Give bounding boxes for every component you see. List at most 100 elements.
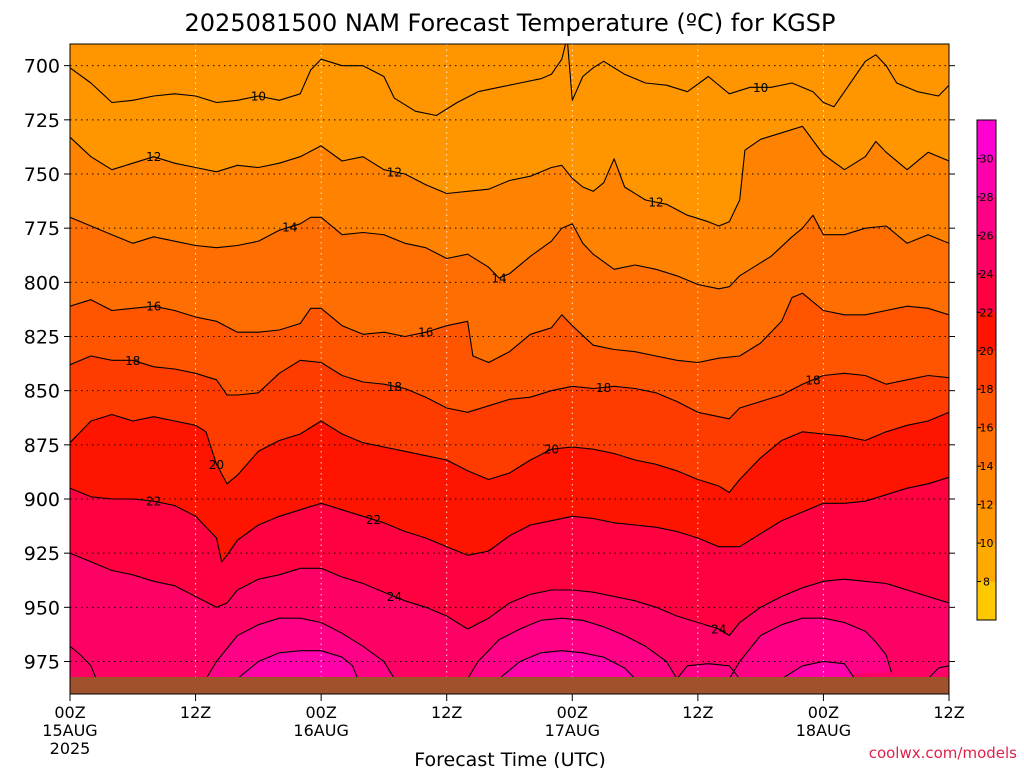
colorbar-swatch-24	[977, 235, 996, 275]
colorbar-swatch-20	[977, 312, 996, 352]
contour-label-24: 24	[387, 590, 402, 604]
y-tick-label-925: 925	[24, 543, 60, 565]
contour-label-12: 12	[387, 165, 402, 179]
contour-line-24	[70, 645, 97, 680]
contour-line-26	[728, 617, 892, 680]
contour-label-18: 18	[805, 373, 820, 387]
colorbar-frame	[976, 119, 997, 621]
contour-label-14: 14	[491, 272, 506, 286]
credit-text: coolwx.com/models	[869, 744, 1017, 762]
contour-label-22: 22	[366, 513, 381, 527]
colorbar-label-18: 18	[980, 383, 994, 396]
contour-line-12	[70, 125, 949, 227]
colorbar-swatch-6	[977, 581, 996, 621]
x-tick-label-0: 00Z	[54, 703, 85, 722]
colorbar-legend: 8 10 12 14 16 18 20 22 24 26 28 30	[976, 119, 997, 621]
contour-label-18: 18	[387, 380, 402, 394]
colorbar-swatch-30	[977, 120, 996, 159]
contour-line-18	[70, 355, 949, 420]
colorbar-label-26: 26	[980, 229, 994, 242]
plot-frame	[69, 43, 950, 695]
contour-label-12: 12	[146, 150, 161, 164]
contour-line-26	[467, 617, 678, 680]
colorbar-label-8: 8	[983, 576, 990, 589]
contour-line-26	[205, 617, 395, 680]
contour-label-24: 24	[711, 623, 726, 637]
x-tick-label-24: 00Z	[305, 703, 336, 722]
x-tick-label-84: 12Z	[933, 703, 964, 722]
contour-layer	[70, 44, 949, 680]
colorbar-label-24: 24	[980, 268, 994, 281]
band-fill-24	[70, 646, 97, 679]
contour-label-22: 22	[146, 495, 161, 509]
x-tick-year-0: 2025	[50, 739, 91, 758]
colorbar-label-12: 12	[980, 499, 994, 512]
colorbar-label-10: 10	[980, 537, 994, 550]
contour-line-28	[781, 660, 856, 680]
y-tick-label-950: 950	[24, 597, 60, 619]
band-fill-26	[676, 663, 740, 679]
contour-line-14	[70, 214, 949, 290]
contour-label-12: 12	[648, 196, 663, 210]
y-tick-label-800: 800	[24, 272, 60, 294]
y-tick-label-875: 875	[24, 435, 60, 457]
band-fill-28	[781, 661, 855, 679]
contour-line-24	[70, 552, 949, 637]
y-tick-label-700: 700	[24, 56, 60, 78]
colorbar-label-30: 30	[980, 152, 994, 165]
y-tick-label-900: 900	[24, 489, 60, 511]
y-tick-label-975: 975	[24, 652, 60, 674]
band-fill-26	[928, 665, 949, 679]
x-tick-label-36: 12Z	[431, 703, 462, 722]
x-tick-label-12: 12Z	[180, 703, 211, 722]
band-fill-28	[499, 650, 636, 679]
contour-label-20: 20	[544, 443, 559, 457]
contour-line-20	[70, 411, 949, 494]
colorbar-label-28: 28	[980, 191, 994, 204]
contour-line-28	[237, 650, 359, 680]
contour-line-26	[927, 665, 949, 680]
x-tick-date-0: 15AUG	[42, 721, 97, 740]
x-axis-label: Forecast Time (UTC)	[414, 749, 605, 768]
colorbar-label-16: 16	[980, 422, 994, 435]
contour-label-16: 16	[146, 300, 161, 314]
colorbar-swatch-18	[977, 350, 996, 390]
colorbar-label-14: 14	[980, 460, 994, 473]
band-fill-26	[729, 618, 892, 679]
colorbar-swatch-16	[977, 389, 996, 428]
y-tick-label-850: 850	[24, 381, 60, 403]
x-tick-label-72: 00Z	[808, 703, 839, 722]
contour-label-14: 14	[282, 221, 297, 235]
contour-line-16	[70, 292, 949, 364]
temperature-fill-layer	[70, 44, 949, 694]
colorbar-swatch-10	[977, 504, 996, 544]
surface-terrain-band	[70, 677, 949, 694]
x-tick-date-24: 16AUG	[293, 721, 348, 740]
colorbar-swatch-28	[977, 158, 996, 198]
contour-labels: 10 10 12 12 12 14 14 16 16 18 18 18 18 20 20 22 22 24 24	[125, 81, 820, 637]
chart-title: 2025081500 NAM Forecast Temperature (ºC)…	[185, 9, 836, 37]
x-tick-date-72: 18AUG	[796, 721, 851, 740]
x-tick-label-60: 12Z	[682, 703, 713, 722]
y-tick-label-775: 775	[24, 218, 60, 240]
colorbar-swatch-14	[977, 427, 996, 467]
contour-line-10	[70, 44, 949, 117]
colorbar-swatch-22	[977, 273, 996, 313]
contour-label-20: 20	[209, 458, 224, 472]
contour-line-22	[70, 476, 949, 563]
y-tick-label-750: 750	[24, 164, 60, 186]
x-tick-label-48: 00Z	[557, 703, 588, 722]
contour-label-10: 10	[251, 90, 266, 104]
colorbar-label-20: 20	[980, 345, 994, 358]
colorbar-swatch-8	[977, 543, 996, 582]
y-axis: 700 725 750 775 800 825 850 875 900 925 950 975	[24, 56, 955, 674]
colorbar-swatch-12	[977, 466, 996, 505]
contour-label-18: 18	[596, 381, 611, 395]
x-tick-date-48: 17AUG	[545, 721, 600, 740]
contour-line-28	[498, 650, 636, 680]
contour-label-18: 18	[125, 354, 140, 368]
colorbar-swatch-26	[977, 196, 996, 236]
